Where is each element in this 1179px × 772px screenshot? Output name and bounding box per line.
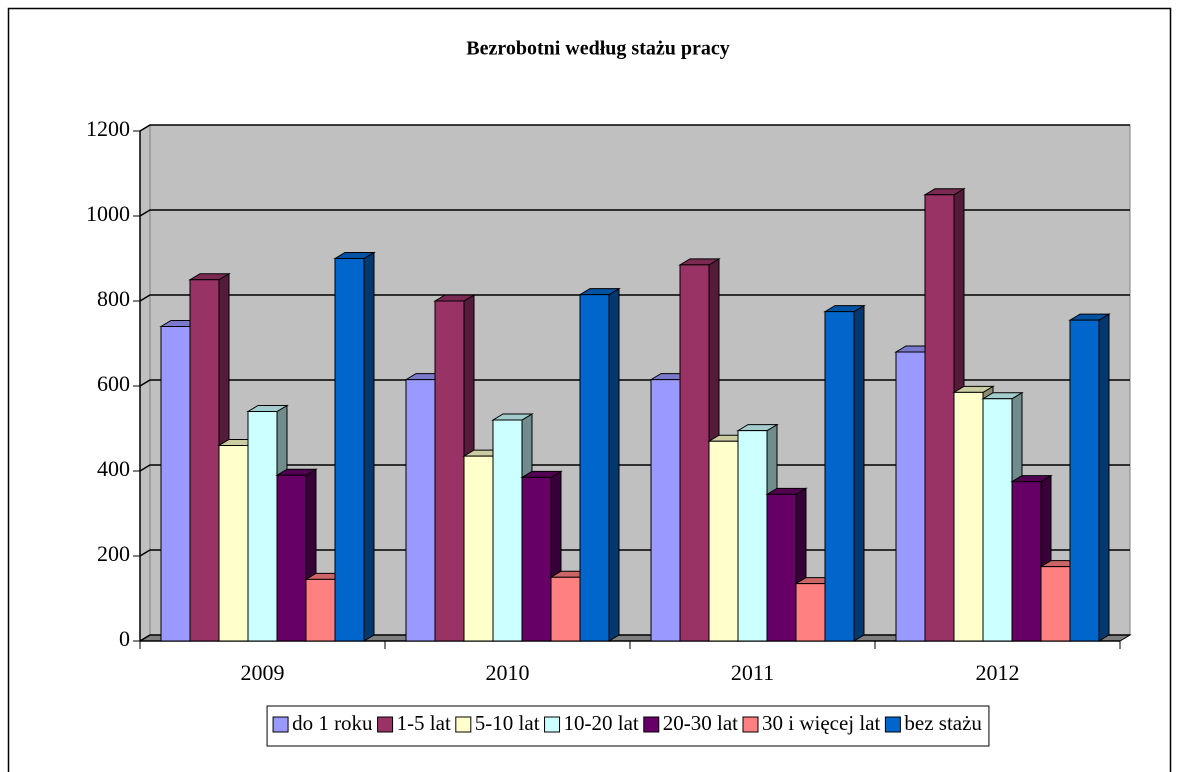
bar-side <box>363 251 375 642</box>
grid-line <box>139 379 1130 387</box>
bar <box>334 258 365 642</box>
bar <box>1040 566 1071 642</box>
bar <box>305 578 336 642</box>
bar <box>924 194 955 642</box>
y-tick-label: 1200 <box>86 116 130 141</box>
bar <box>189 279 220 642</box>
bar <box>434 300 465 642</box>
legend-label: 5-10 lat <box>475 711 540 735</box>
bar <box>160 326 191 642</box>
legend-marker <box>643 716 660 733</box>
bar-side <box>608 287 620 642</box>
y-tick-label: 0 <box>119 626 130 651</box>
chart-border <box>7 7 1172 772</box>
bar <box>895 351 926 642</box>
bar <box>650 379 681 642</box>
y-tick-label: 600 <box>97 371 130 396</box>
legend-marker <box>377 716 394 733</box>
x-tick-label: 2009 <box>241 660 285 685</box>
legend-marker <box>455 716 472 733</box>
legend-label: 30 i więcej lat <box>762 711 881 735</box>
y-tick-label: 400 <box>97 456 130 481</box>
bar <box>679 264 710 642</box>
legend-label: 1-5 lat <box>397 711 451 735</box>
bar <box>492 419 523 642</box>
bar <box>1011 481 1042 642</box>
legend-marker <box>544 716 561 733</box>
bar <box>521 476 552 642</box>
bar <box>953 391 984 642</box>
chart-title: Bezrobotni według stażu pracy <box>466 38 730 60</box>
x-tick-label: 2012 <box>976 660 1020 685</box>
bar-side <box>1098 313 1110 642</box>
bar <box>795 583 826 642</box>
y-tick-label: 800 <box>97 286 130 311</box>
bar <box>766 493 797 642</box>
y-tick-label: 1000 <box>86 201 130 226</box>
y-tick-label: 200 <box>97 541 130 566</box>
grid-line <box>139 209 1130 217</box>
bar <box>247 411 278 642</box>
legend-marker <box>272 716 289 733</box>
legend-label: do 1 roku <box>292 711 373 735</box>
bar <box>276 474 307 642</box>
bar <box>737 430 768 642</box>
bar <box>1069 319 1100 642</box>
legend-label: bez stażu <box>904 711 982 735</box>
bar <box>982 398 1013 642</box>
legend-label: 20-30 lat <box>663 711 738 735</box>
x-tick-label: 2010 <box>486 660 530 685</box>
legend-marker <box>884 716 901 733</box>
bar <box>550 576 581 642</box>
grid-line <box>139 294 1130 302</box>
bar <box>218 445 249 642</box>
bar <box>463 455 494 642</box>
grid-line <box>139 124 1130 132</box>
legend-label: 10-20 lat <box>564 711 639 735</box>
grid-line <box>139 464 1130 472</box>
bar <box>405 379 436 642</box>
x-tick-label: 2011 <box>731 660 774 685</box>
bar-side <box>853 304 865 642</box>
bar <box>824 311 855 642</box>
legend-marker <box>742 716 759 733</box>
bar <box>708 440 739 642</box>
bar <box>579 294 610 642</box>
